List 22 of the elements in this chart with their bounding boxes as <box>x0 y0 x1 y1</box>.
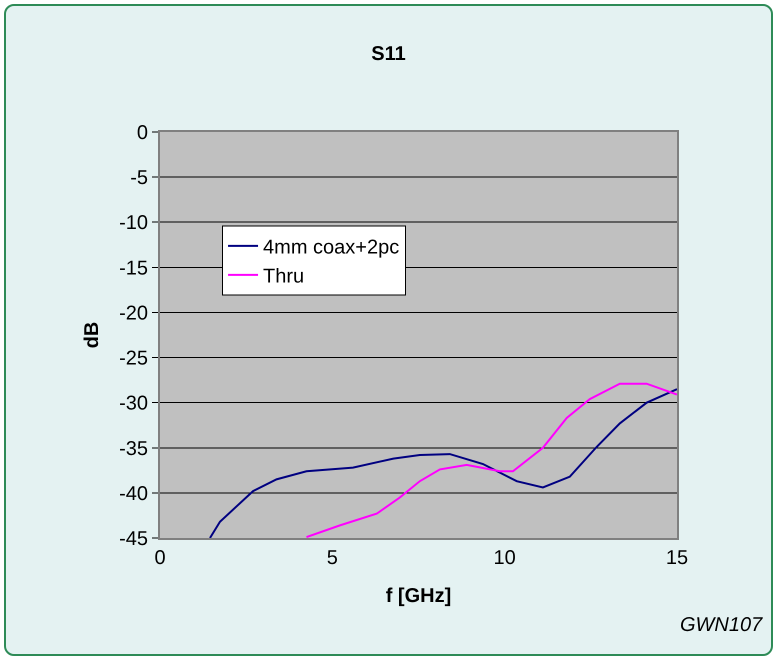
line-series <box>208 388 677 538</box>
x-tick-label: 0 <box>154 547 166 569</box>
legend-label: Thru <box>263 266 304 288</box>
x-tick-label: 10 <box>494 547 516 569</box>
legend-label: 4mm coax+2pc <box>263 236 400 259</box>
x-tick-label: 15 <box>666 547 688 569</box>
y-tick-label: -25 <box>119 348 148 370</box>
y-tick-label: -15 <box>119 257 148 280</box>
line-series <box>305 382 677 538</box>
y-tick-label: -40 <box>119 482 148 505</box>
x-tick-label: 5 <box>326 547 338 569</box>
y-tick-label: -20 <box>119 302 148 324</box>
y-tick-label: -10 <box>119 212 148 234</box>
y-tick-label: -45 <box>119 528 148 550</box>
y-tick-label: -30 <box>119 392 148 415</box>
chart-title: S11 <box>371 42 406 65</box>
text: GWN107 <box>680 614 764 636</box>
y-tick-label: 0 <box>136 122 148 144</box>
x-axis-title: f [GHz] <box>386 585 452 607</box>
y-axis-title: dB <box>81 322 104 348</box>
y-tick-label: -5 <box>130 167 148 190</box>
y-tick-label: -35 <box>119 438 148 460</box>
